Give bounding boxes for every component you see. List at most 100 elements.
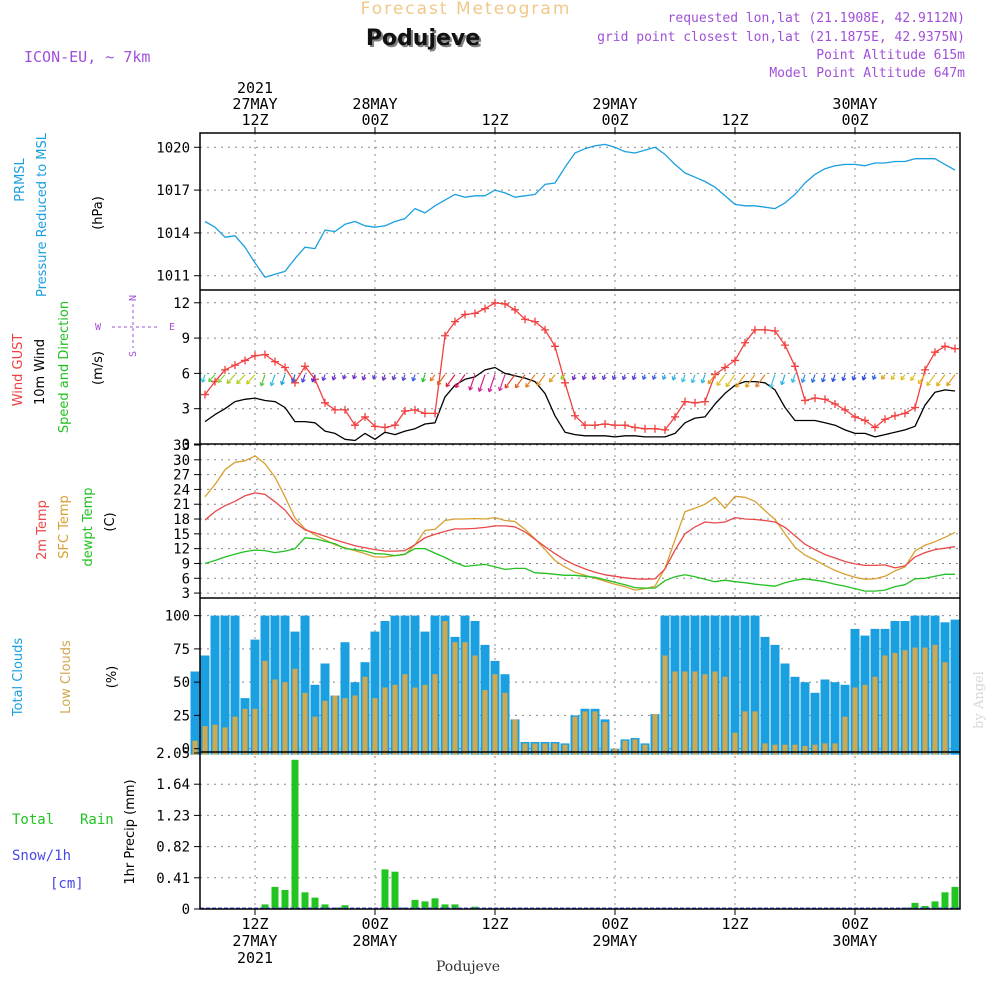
temp-tick-label-5: 18 — [173, 512, 190, 528]
low-cloud-bar — [852, 687, 858, 755]
wind-direction-arrow — [681, 374, 686, 383]
bottom-time-label: 00Z — [361, 915, 388, 933]
dewpt-line — [204, 537, 955, 592]
top-time-label: 00Z — [841, 111, 868, 129]
gust-marker — [741, 338, 749, 347]
gust-marker — [591, 421, 599, 430]
low-cloud-bar — [482, 690, 488, 755]
precip-panel — [200, 759, 960, 909]
clouds-tick-label-2: 50 — [173, 675, 190, 691]
wind-direction-arrow — [651, 374, 657, 381]
wind-tick-label-1: 3 — [182, 402, 190, 418]
low-cloud-bar — [812, 744, 818, 755]
low-cloud-bar — [422, 684, 428, 755]
gust-marker — [611, 421, 619, 430]
wind-direction-arrow — [525, 374, 536, 388]
top-time-label: 2021 — [237, 79, 273, 97]
cloud-labels: Total Clouds Low Clouds (%) — [11, 638, 120, 718]
total-cloud-bar — [300, 615, 310, 755]
sfc-temp-label: SFC Temp — [57, 495, 72, 559]
low-cloud-bar — [602, 722, 608, 755]
rain-bar — [441, 904, 449, 909]
clouds-panel — [190, 615, 960, 755]
wind-direction-arrow — [707, 374, 716, 385]
clouds-tick-label-4: 100 — [165, 609, 190, 625]
gust-marker — [761, 325, 769, 334]
low-cloud-bar — [862, 684, 868, 755]
precip-tick-label-1: 0.41 — [156, 871, 190, 887]
wind-direction-arrow — [498, 374, 506, 392]
gust-marker — [471, 309, 479, 318]
low-cloud-bar — [232, 716, 238, 755]
y-axes: 1011101410171020036912369121518212427303… — [156, 140, 200, 918]
gust-marker — [601, 419, 609, 428]
low-cloud-bar — [212, 724, 218, 755]
wind-direction-arrow — [342, 374, 347, 380]
low-cloud-bar — [302, 692, 308, 755]
temp2m-line — [204, 492, 956, 580]
low-cloud-bar — [652, 714, 658, 755]
total-cloud-bar — [790, 676, 800, 755]
total-cloud-bar — [230, 615, 240, 755]
total-clouds-label: Total Clouds — [11, 638, 26, 718]
total-cloud-bar — [730, 615, 740, 755]
total-cloud-bar — [760, 636, 770, 755]
wind-direction-arrow — [926, 374, 936, 387]
low-cloud-bar — [342, 698, 348, 755]
cloud-unit: (%) — [105, 666, 120, 689]
gust-marker — [331, 405, 339, 414]
low-cloud-bar — [472, 655, 478, 755]
rain-bar — [921, 906, 929, 909]
wind-direction-arrow — [900, 374, 906, 381]
low-cloud-bar — [372, 698, 378, 755]
wind-direction-arrow — [871, 374, 877, 381]
wind-direction-arrow — [641, 374, 647, 381]
gust-marker — [561, 378, 569, 387]
rain-bar — [451, 904, 459, 909]
gust-marker — [271, 357, 279, 366]
gust-marker — [391, 421, 399, 430]
low-cloud-bar — [702, 674, 708, 755]
wind-direction-arrow — [769, 374, 776, 389]
temp-tick-label-0: 3 — [182, 586, 190, 602]
bottom-time-label: 12Z — [721, 915, 748, 933]
rain-bar — [281, 890, 289, 909]
low-cloud-bar — [782, 744, 788, 755]
wind-direction-arrow — [269, 374, 276, 387]
low-cloud-bar — [252, 708, 258, 755]
wind-direction-arrow — [735, 374, 746, 388]
rain-bar — [311, 897, 319, 909]
wind-direction-arrow — [725, 374, 736, 388]
gust-marker — [281, 363, 289, 372]
location-title-shadow: Podujeve — [368, 28, 482, 53]
gust-marker — [851, 412, 859, 421]
bottom-time-label: 2021 — [237, 949, 273, 967]
low-cloud-bar — [872, 676, 878, 755]
gust-marker — [781, 341, 789, 350]
point-altitude: Point Altitude 615m — [816, 48, 965, 63]
wind-direction-arrow — [661, 374, 667, 381]
wind-direction-arrow — [936, 374, 946, 387]
wind-unit: (m/s) — [91, 351, 106, 385]
total-cloud-bar — [370, 631, 380, 755]
wind-panel — [200, 298, 959, 442]
low-cloud-bar — [532, 743, 538, 755]
wind-direction-arrow — [621, 374, 627, 381]
rain-bar — [411, 899, 419, 909]
gust-marker — [371, 422, 379, 431]
low-cloud-bar — [642, 744, 648, 755]
gust-marker — [401, 407, 409, 416]
low-cloud-bar — [322, 700, 328, 755]
top-time-label: 12Z — [481, 111, 508, 129]
rain-label: Rain — [80, 812, 114, 828]
wind10-line — [204, 366, 956, 442]
low-cloud-bar — [772, 744, 778, 755]
low-cloud-bar — [332, 695, 338, 755]
total-cloud-bar — [200, 655, 210, 755]
watermark: by Angel — [972, 671, 987, 729]
total-cloud-bar — [810, 692, 820, 755]
wind-direction-arrow — [671, 374, 677, 381]
wind-direction-arrow — [352, 374, 357, 380]
gust-marker — [681, 397, 689, 406]
